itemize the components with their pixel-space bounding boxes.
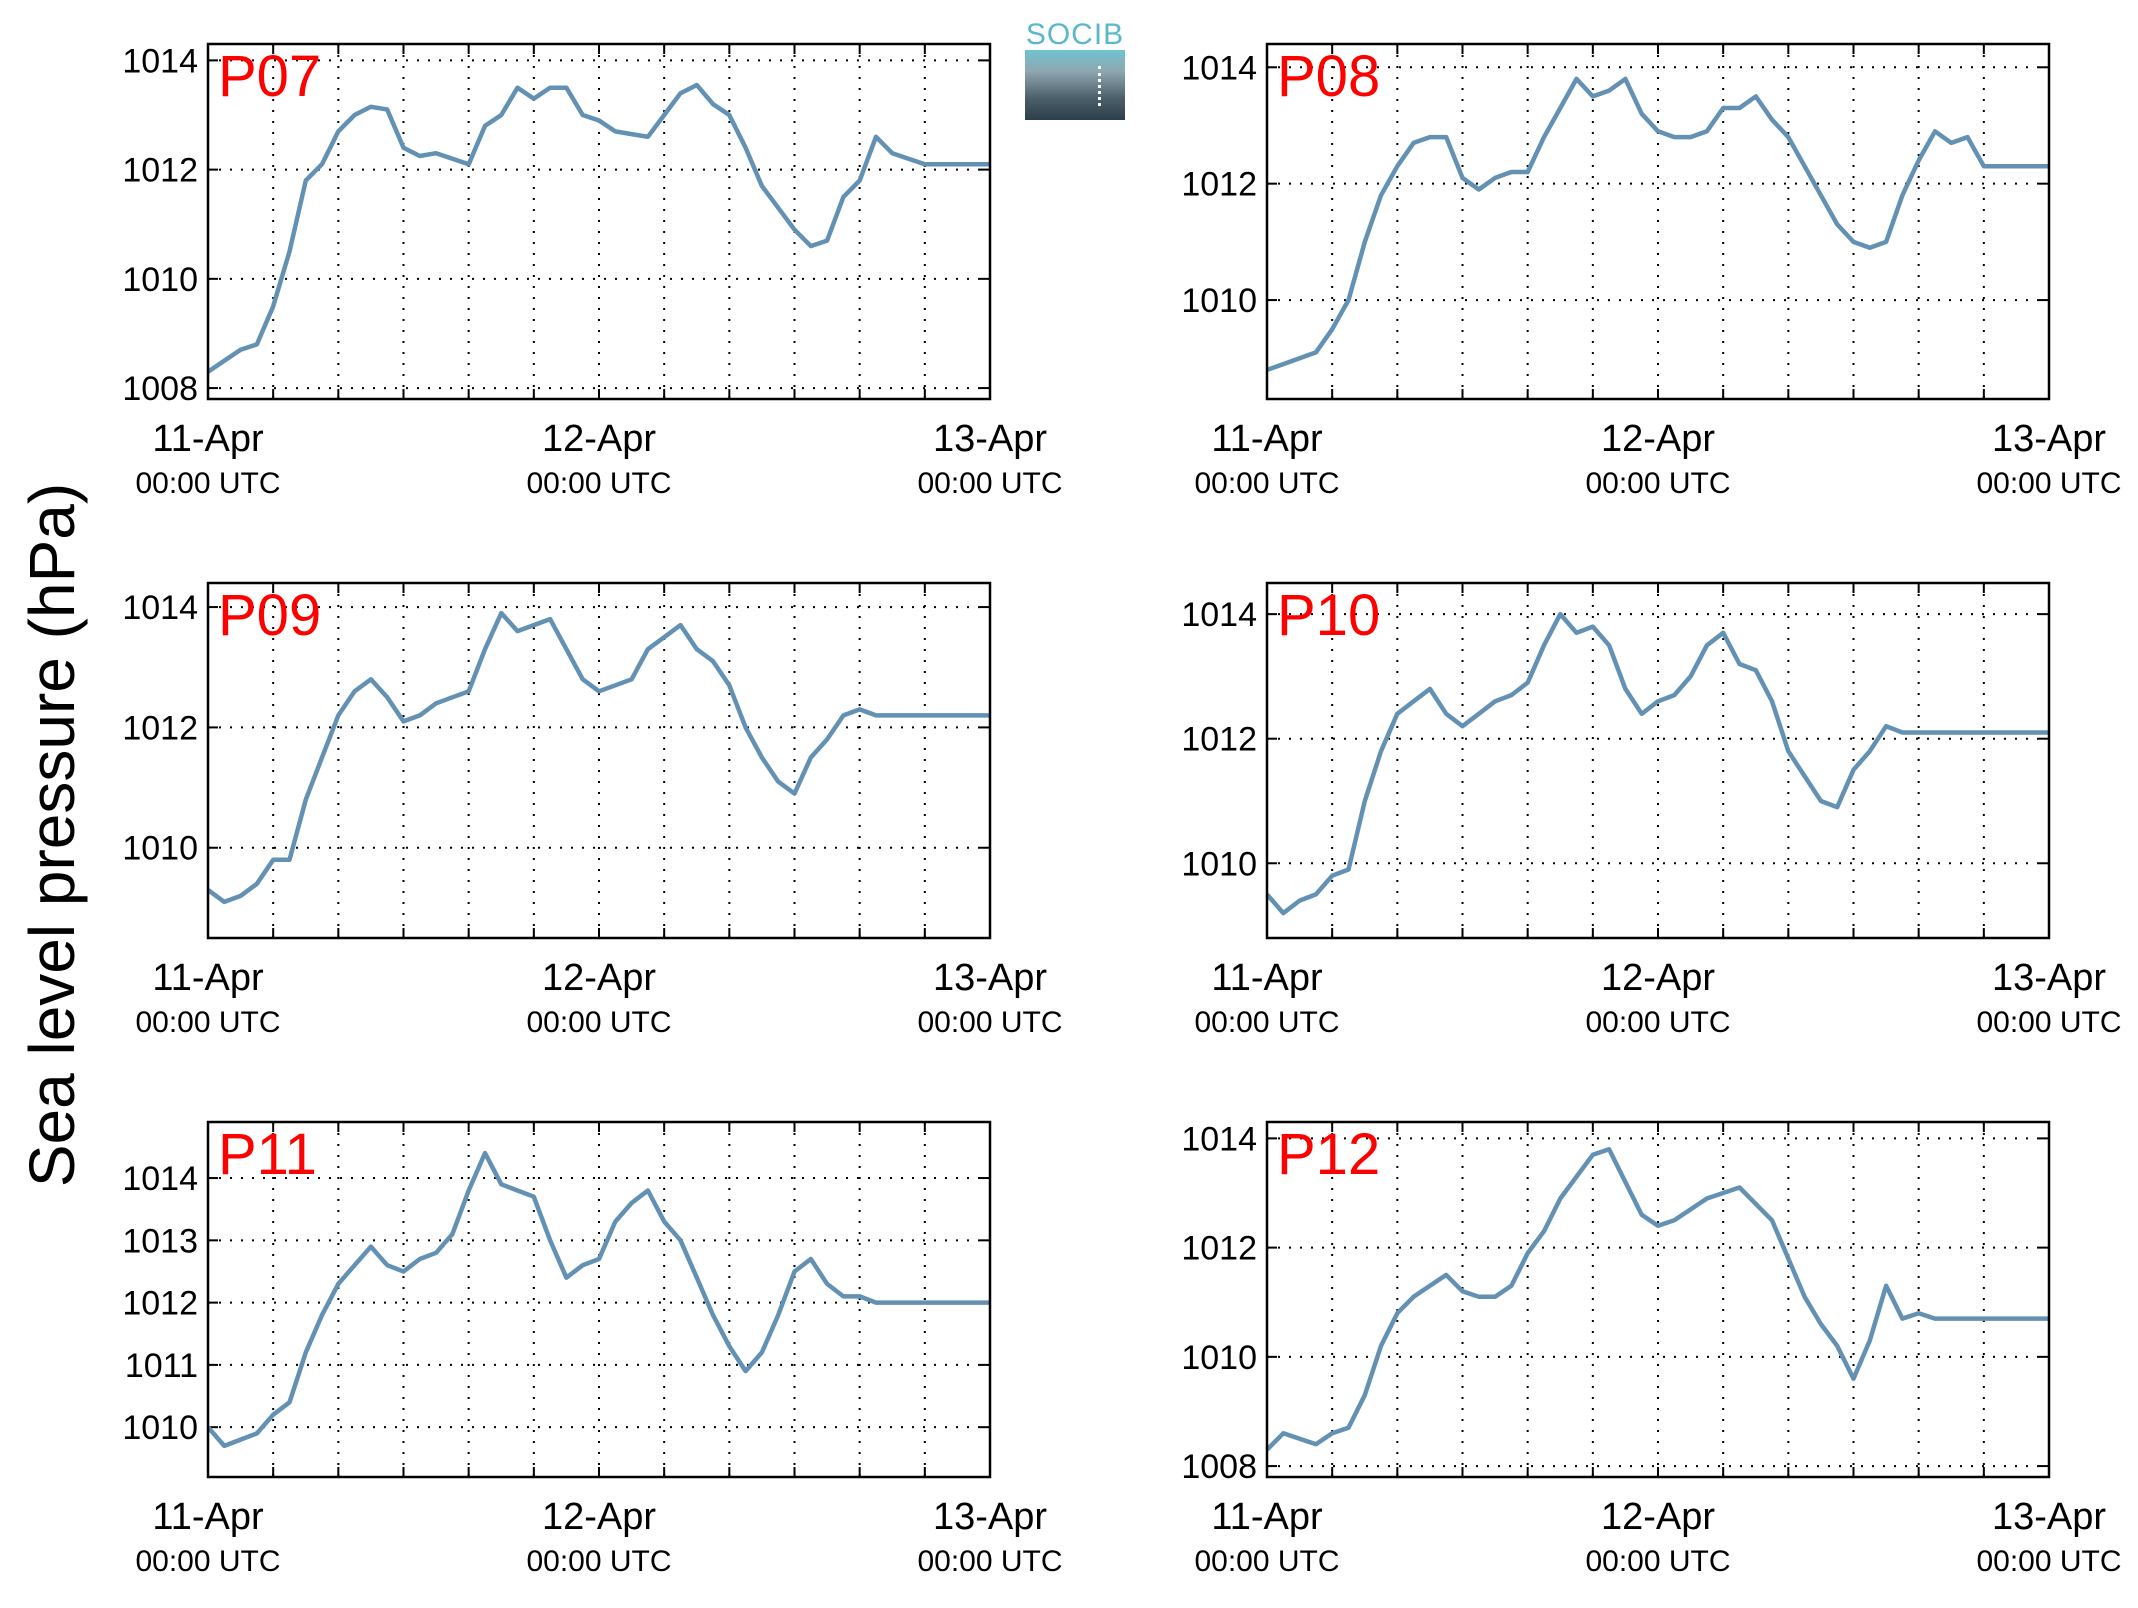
x-tick-sublabel: 00:00 UTC (526, 1545, 671, 1578)
series-line-p07 (206, 82, 990, 374)
x-tick-label: 11-Apr (152, 957, 264, 999)
logo-dotted-mark (1098, 66, 1101, 106)
x-tick-label: 13-Apr (1992, 1496, 2106, 1538)
chart-p08: 1010 1012 1014 11-Apr 00:00 UTC 12-Apr 00:00 U… (1181, 42, 2122, 500)
x-tick-label: 12-Apr (1601, 957, 1715, 999)
station-label: P11 (218, 1122, 317, 1187)
x-tick-label: 13-Apr (1992, 957, 2106, 999)
x-tick-label: 11-Apr (152, 1496, 264, 1538)
plot-frame (1265, 42, 2051, 401)
logo-text: SOCIB (1025, 18, 1125, 51)
x-tick-label: 12-Apr (542, 1496, 656, 1538)
x-tick-sublabel: 00:00 UTC (1585, 1006, 1730, 1039)
chart-p11: 1010 1011 1012 1013 1014 11-Apr 00:00 UTC 12-Ap… (122, 1120, 1063, 1578)
series-line-p08 (1266, 76, 2049, 373)
x-tick-sublabel: 00:00 UTC (1976, 467, 2121, 500)
x-tick-sublabel: 00:00 UTC (917, 1006, 1062, 1039)
y-tick-label: 1010 (122, 1409, 198, 1447)
chart-p07: 1008 1010 1012 1014 11-Apr 00:00 UTC 12-Apr 00:… (122, 42, 1062, 500)
series-line-p12 (1265, 1147, 2049, 1452)
series-line-p11 (206, 1150, 990, 1449)
x-tick-sublabel: 00:00 UTC (917, 467, 1062, 500)
x-tick-label: 11-Apr (1211, 1496, 1323, 1538)
y-tick-label: 1012 (1181, 166, 1257, 204)
y-tick-label: 1010 (1181, 282, 1257, 320)
y-tick-label: 1014 (1181, 49, 1257, 87)
y-tick-label: 1014 (1181, 1120, 1257, 1158)
x-tick-sublabel: 00:00 UTC (135, 467, 280, 500)
y-tick-label: 1012 (122, 152, 198, 190)
y-tick-label: 1008 (1181, 1448, 1257, 1486)
plot-frame (206, 581, 992, 940)
series-line-p10 (1265, 611, 2049, 916)
x-tick-label: 11-Apr (152, 418, 264, 460)
station-label: P10 (1277, 583, 1380, 648)
y-tick-label: 1014 (1181, 596, 1257, 634)
x-tick-sublabel: 00:00 UTC (1194, 1006, 1339, 1039)
logo-block (1025, 50, 1125, 120)
y-tick-label: 1012 (1181, 1230, 1257, 1268)
x-tick-sublabel: 00:00 UTC (917, 1545, 1062, 1578)
x-tick-sublabel: 00:00 UTC (1194, 1545, 1339, 1578)
station-label: P07 (218, 44, 321, 109)
plot-frame (1265, 581, 2051, 940)
socib-logo: SOCIB (1025, 18, 1125, 120)
y-tick-label: 1010 (122, 261, 198, 299)
y-tick-label: 1011 (125, 1347, 198, 1385)
x-tick-sublabel: 00:00 UTC (1976, 1545, 2121, 1578)
x-tick-sublabel: 00:00 UTC (1585, 467, 1730, 500)
x-tick-sublabel: 00:00 UTC (526, 1006, 671, 1039)
x-tick-sublabel: 00:00 UTC (1585, 1545, 1730, 1578)
station-label: P09 (218, 583, 321, 648)
x-tick-label: 11-Apr (1211, 957, 1323, 999)
plot-frame (206, 1120, 992, 1479)
chart-p09: 1010 1012 1014 11-Apr 00:00 UTC 12-Apr 00:00 U… (122, 581, 1063, 1039)
y-tick-label: 1012 (122, 1285, 198, 1323)
y-tick-label: 1014 (122, 1160, 198, 1198)
station-label: P12 (1277, 1122, 1380, 1187)
y-tick-label: 1010 (122, 830, 198, 868)
x-tick-sublabel: 00:00 UTC (1976, 1006, 2121, 1039)
x-tick-label: 13-Apr (1992, 418, 2106, 460)
x-tick-label: 13-Apr (933, 1496, 1047, 1538)
plot-frame (1265, 1120, 2051, 1479)
station-label: P08 (1277, 44, 1380, 109)
y-tick-label: 1010 (1181, 845, 1257, 883)
x-tick-label: 11-Apr (1211, 418, 1323, 460)
chart-p12: 1008 1010 1012 1014 11-Apr 00:00 UTC 12-Apr 00:… (1181, 1120, 2121, 1578)
x-tick-sublabel: 00:00 UTC (135, 1545, 280, 1578)
plot-frame (206, 42, 992, 401)
y-tick-label: 1014 (122, 589, 198, 627)
x-tick-label: 12-Apr (542, 957, 656, 999)
x-tick-label: 13-Apr (933, 418, 1047, 460)
x-tick-sublabel: 00:00 UTC (135, 1006, 280, 1039)
y-tick-label: 1012 (122, 709, 198, 747)
x-tick-label: 12-Apr (1601, 418, 1715, 460)
x-tick-label: 13-Apr (933, 957, 1047, 999)
y-tick-label: 1008 (122, 370, 198, 408)
y-tick-label: 1013 (122, 1222, 198, 1260)
y-tick-label: 1010 (1181, 1339, 1257, 1377)
series-line-p09 (206, 610, 990, 905)
x-tick-label: 12-Apr (542, 418, 656, 460)
chart-p10: 1010 1012 1014 11-Apr 00:00 UTC 12-Apr 00:00 U… (1181, 581, 2122, 1039)
x-tick-sublabel: 00:00 UTC (526, 467, 671, 500)
x-tick-label: 12-Apr (1601, 1496, 1715, 1538)
x-tick-sublabel: 00:00 UTC (1194, 467, 1339, 500)
y-tick-label: 1012 (1181, 721, 1257, 759)
y-tick-label: 1014 (122, 42, 198, 80)
